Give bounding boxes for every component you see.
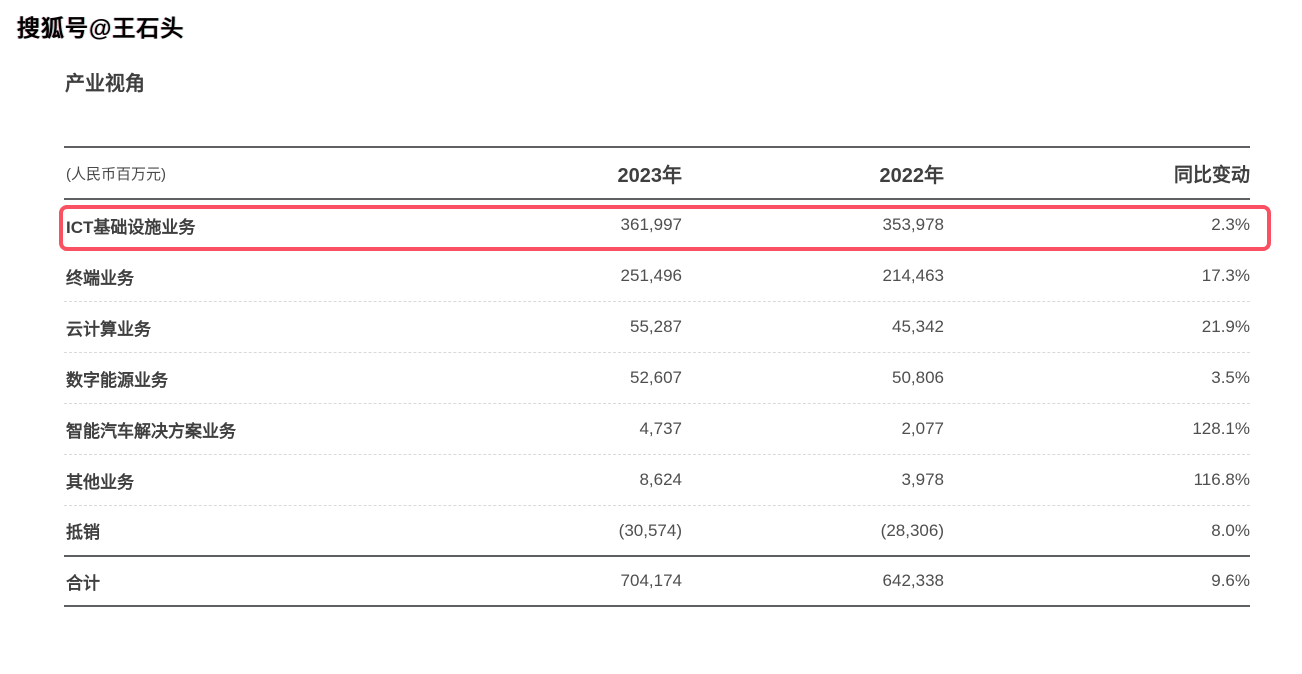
table-row: 云计算业务 55,287 45,342 21.9%: [64, 302, 1250, 353]
row-label: 云计算业务: [66, 319, 151, 339]
total-row-label: 合计: [66, 573, 100, 593]
table-row: 智能汽车解决方案业务 4,737 2,077 128.1%: [64, 404, 1250, 455]
row-2022-value: (28,306): [880, 520, 944, 540]
page-title: 产业视角: [65, 73, 145, 95]
table-total-row: 合计 704,174 642,338 9.6%: [64, 557, 1250, 607]
row-label: 终端业务: [66, 268, 134, 288]
row-change-value: 21.9%: [1201, 317, 1250, 336]
column-header-2023: 2023年: [617, 164, 683, 187]
total-2022-value: 642,338: [882, 571, 944, 590]
row-2023-value: 4,737: [639, 419, 682, 438]
industry-table: (人民币百万元) 2023年 2022年 同比变动 ICT基础设施业务 361,…: [59, 146, 1271, 607]
row-2022-value: 353,978: [882, 215, 944, 234]
row-2023-value: 251,496: [620, 266, 682, 285]
table-row: 终端业务 251,496 214,463 17.3%: [64, 251, 1250, 302]
table-header-row: (人民币百万元) 2023年 2022年 同比变动: [64, 148, 1250, 200]
table-row: 数字能源业务 52,607 50,806 3.5%: [64, 353, 1250, 404]
row-label: 其他业务: [66, 472, 134, 492]
row-change-value: 17.3%: [1201, 266, 1250, 285]
total-change-value: 9.6%: [1211, 571, 1250, 590]
row-change-value: 3.5%: [1211, 368, 1250, 387]
table-row: 抵销 (30,574) (28,306) 8.0%: [64, 506, 1250, 557]
row-label: ICT基础设施业务: [66, 217, 196, 237]
row-2022-value: 2,077: [901, 419, 944, 438]
table-body: ICT基础设施业务 361,997 353,978 2.3% 终端业务 251,…: [64, 200, 1250, 557]
row-2023-value: 52,607: [630, 368, 682, 387]
row-change-value: 8.0%: [1211, 520, 1250, 540]
column-header-yoy-change: 同比变动: [1173, 164, 1250, 186]
row-2022-value: 3,978: [901, 470, 944, 489]
row-change-value: 2.3%: [1211, 215, 1250, 234]
row-2023-value: 361,997: [620, 215, 682, 234]
row-change-value: 116.8%: [1193, 470, 1250, 489]
row-label: 抵销: [66, 523, 100, 542]
row-change-value: 128.1%: [1192, 419, 1250, 438]
unit-label: (人民币百万元): [66, 165, 166, 183]
column-header-2022: 2022年: [879, 164, 945, 187]
table-row: 其他业务 8,624 3,978 116.8%: [64, 455, 1250, 506]
row-label: 智能汽车解决方案业务: [66, 421, 236, 441]
row-2023-value: (30,574): [618, 520, 682, 540]
table-row: ICT基础设施业务 361,997 353,978 2.3%: [64, 200, 1250, 251]
row-2022-value: 45,342: [892, 317, 944, 336]
row-2022-value: 214,463: [882, 266, 944, 285]
total-2023-value: 704,174: [620, 571, 682, 590]
row-label: 数字能源业务: [66, 370, 168, 390]
row-2022-value: 50,806: [892, 368, 944, 387]
row-2023-value: 55,287: [630, 317, 682, 336]
row-2023-value: 8,624: [639, 470, 682, 489]
watermark: 搜狐号@王石头: [17, 15, 185, 41]
